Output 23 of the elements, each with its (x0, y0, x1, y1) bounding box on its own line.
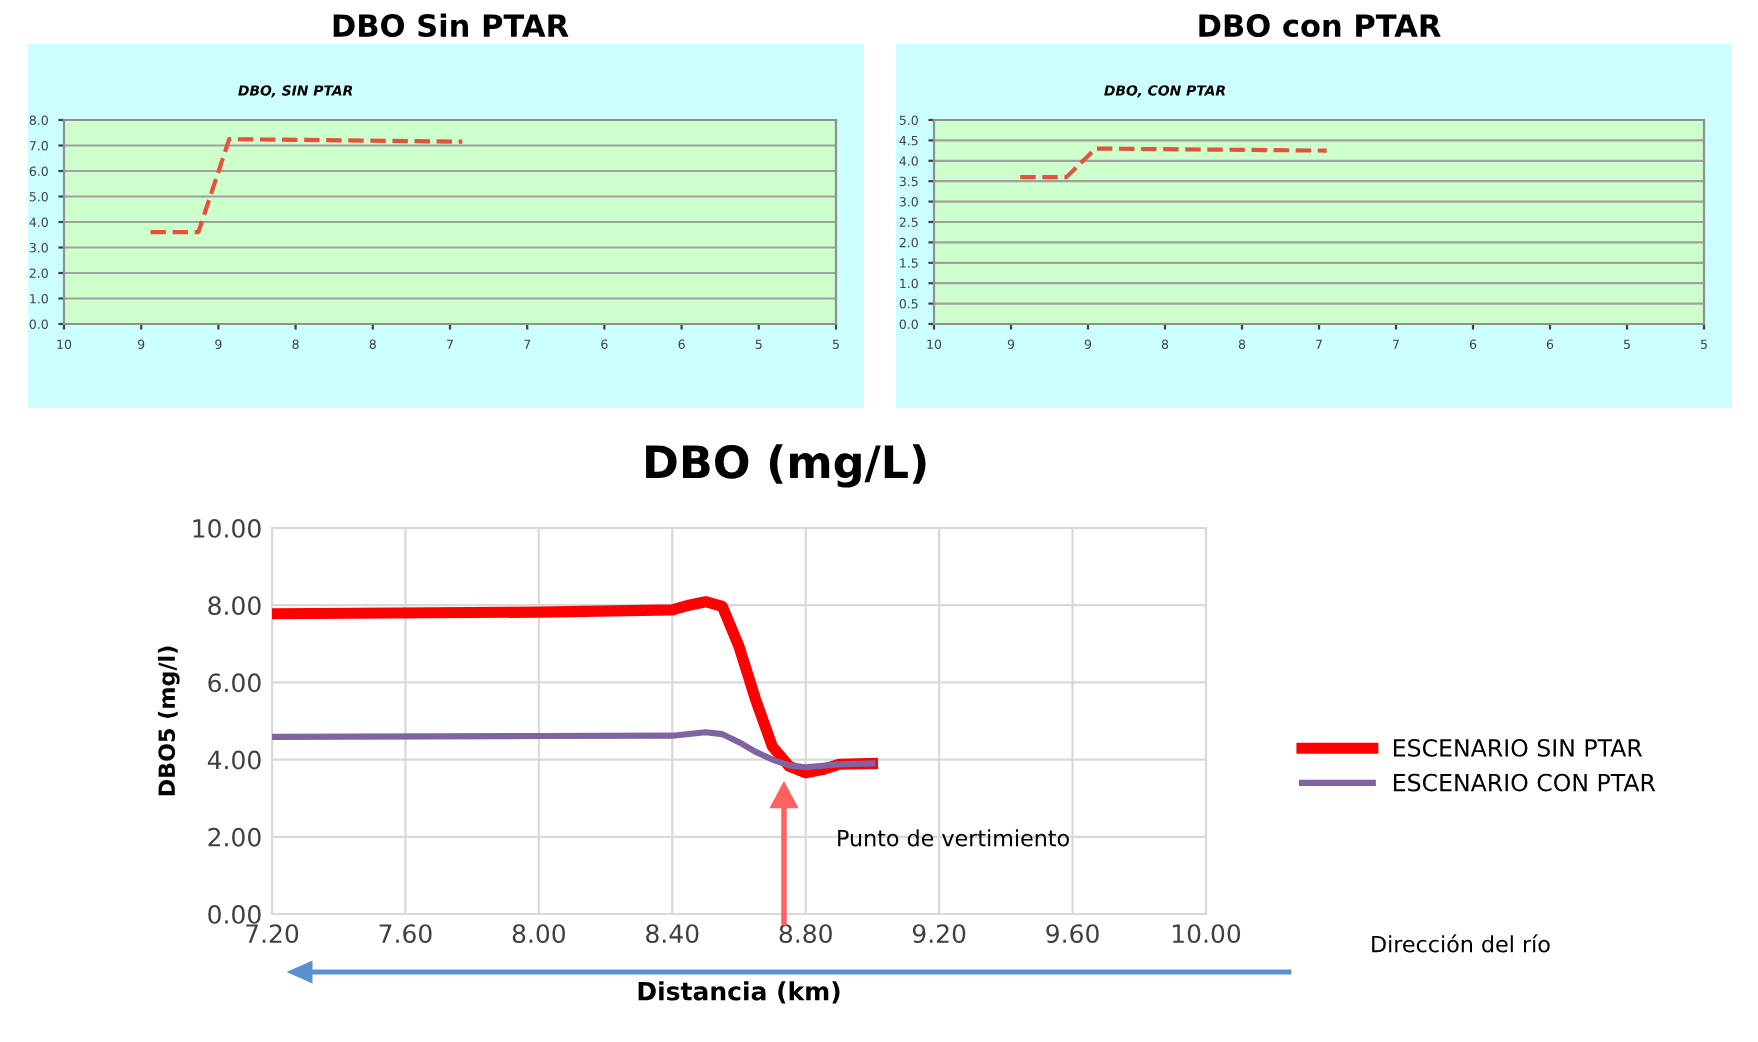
annotation: Punto de vertimiento (838, 829, 1069, 847)
x-tick-label: 8.80 (779, 924, 832, 944)
y-tick-label: 0.00 (208, 904, 261, 924)
chart-title: DBO con PTAR (1199, 13, 1441, 38)
y-tick-label: 8.00 (208, 596, 261, 616)
y-tick-label: 2.00 (208, 827, 261, 847)
y-axis-title: DBO5 (mg/l) (157, 646, 180, 796)
x-tick-label: 9.60 (1046, 924, 1099, 944)
legend-label: ESCENARIO SIN PTAR (1394, 738, 1643, 757)
x-axis-title: Distancia (km) (638, 981, 840, 1004)
x-tick-label: 8.40 (646, 924, 699, 944)
x-tick-label: 8.00 (512, 924, 566, 944)
x-tick-label: 10.00 (1172, 924, 1241, 944)
text: Dirección del río (1372, 934, 1550, 953)
chart-title: DBO (mg/L) (646, 444, 926, 488)
x-tick-label: 7.20 (246, 924, 299, 944)
y-tick-label: 4.00 (207, 750, 261, 770)
y-tick-label: 10.00 (193, 518, 261, 538)
x-tick-label: 9.20 (912, 924, 966, 944)
legend-label: ESCENARIO CON PTAR (1394, 773, 1656, 792)
chart-title: DBO Sin PTAR (333, 13, 569, 38)
x-tick-label: 7.60 (379, 924, 432, 944)
y-tick-label: 6.00 (208, 673, 261, 693)
